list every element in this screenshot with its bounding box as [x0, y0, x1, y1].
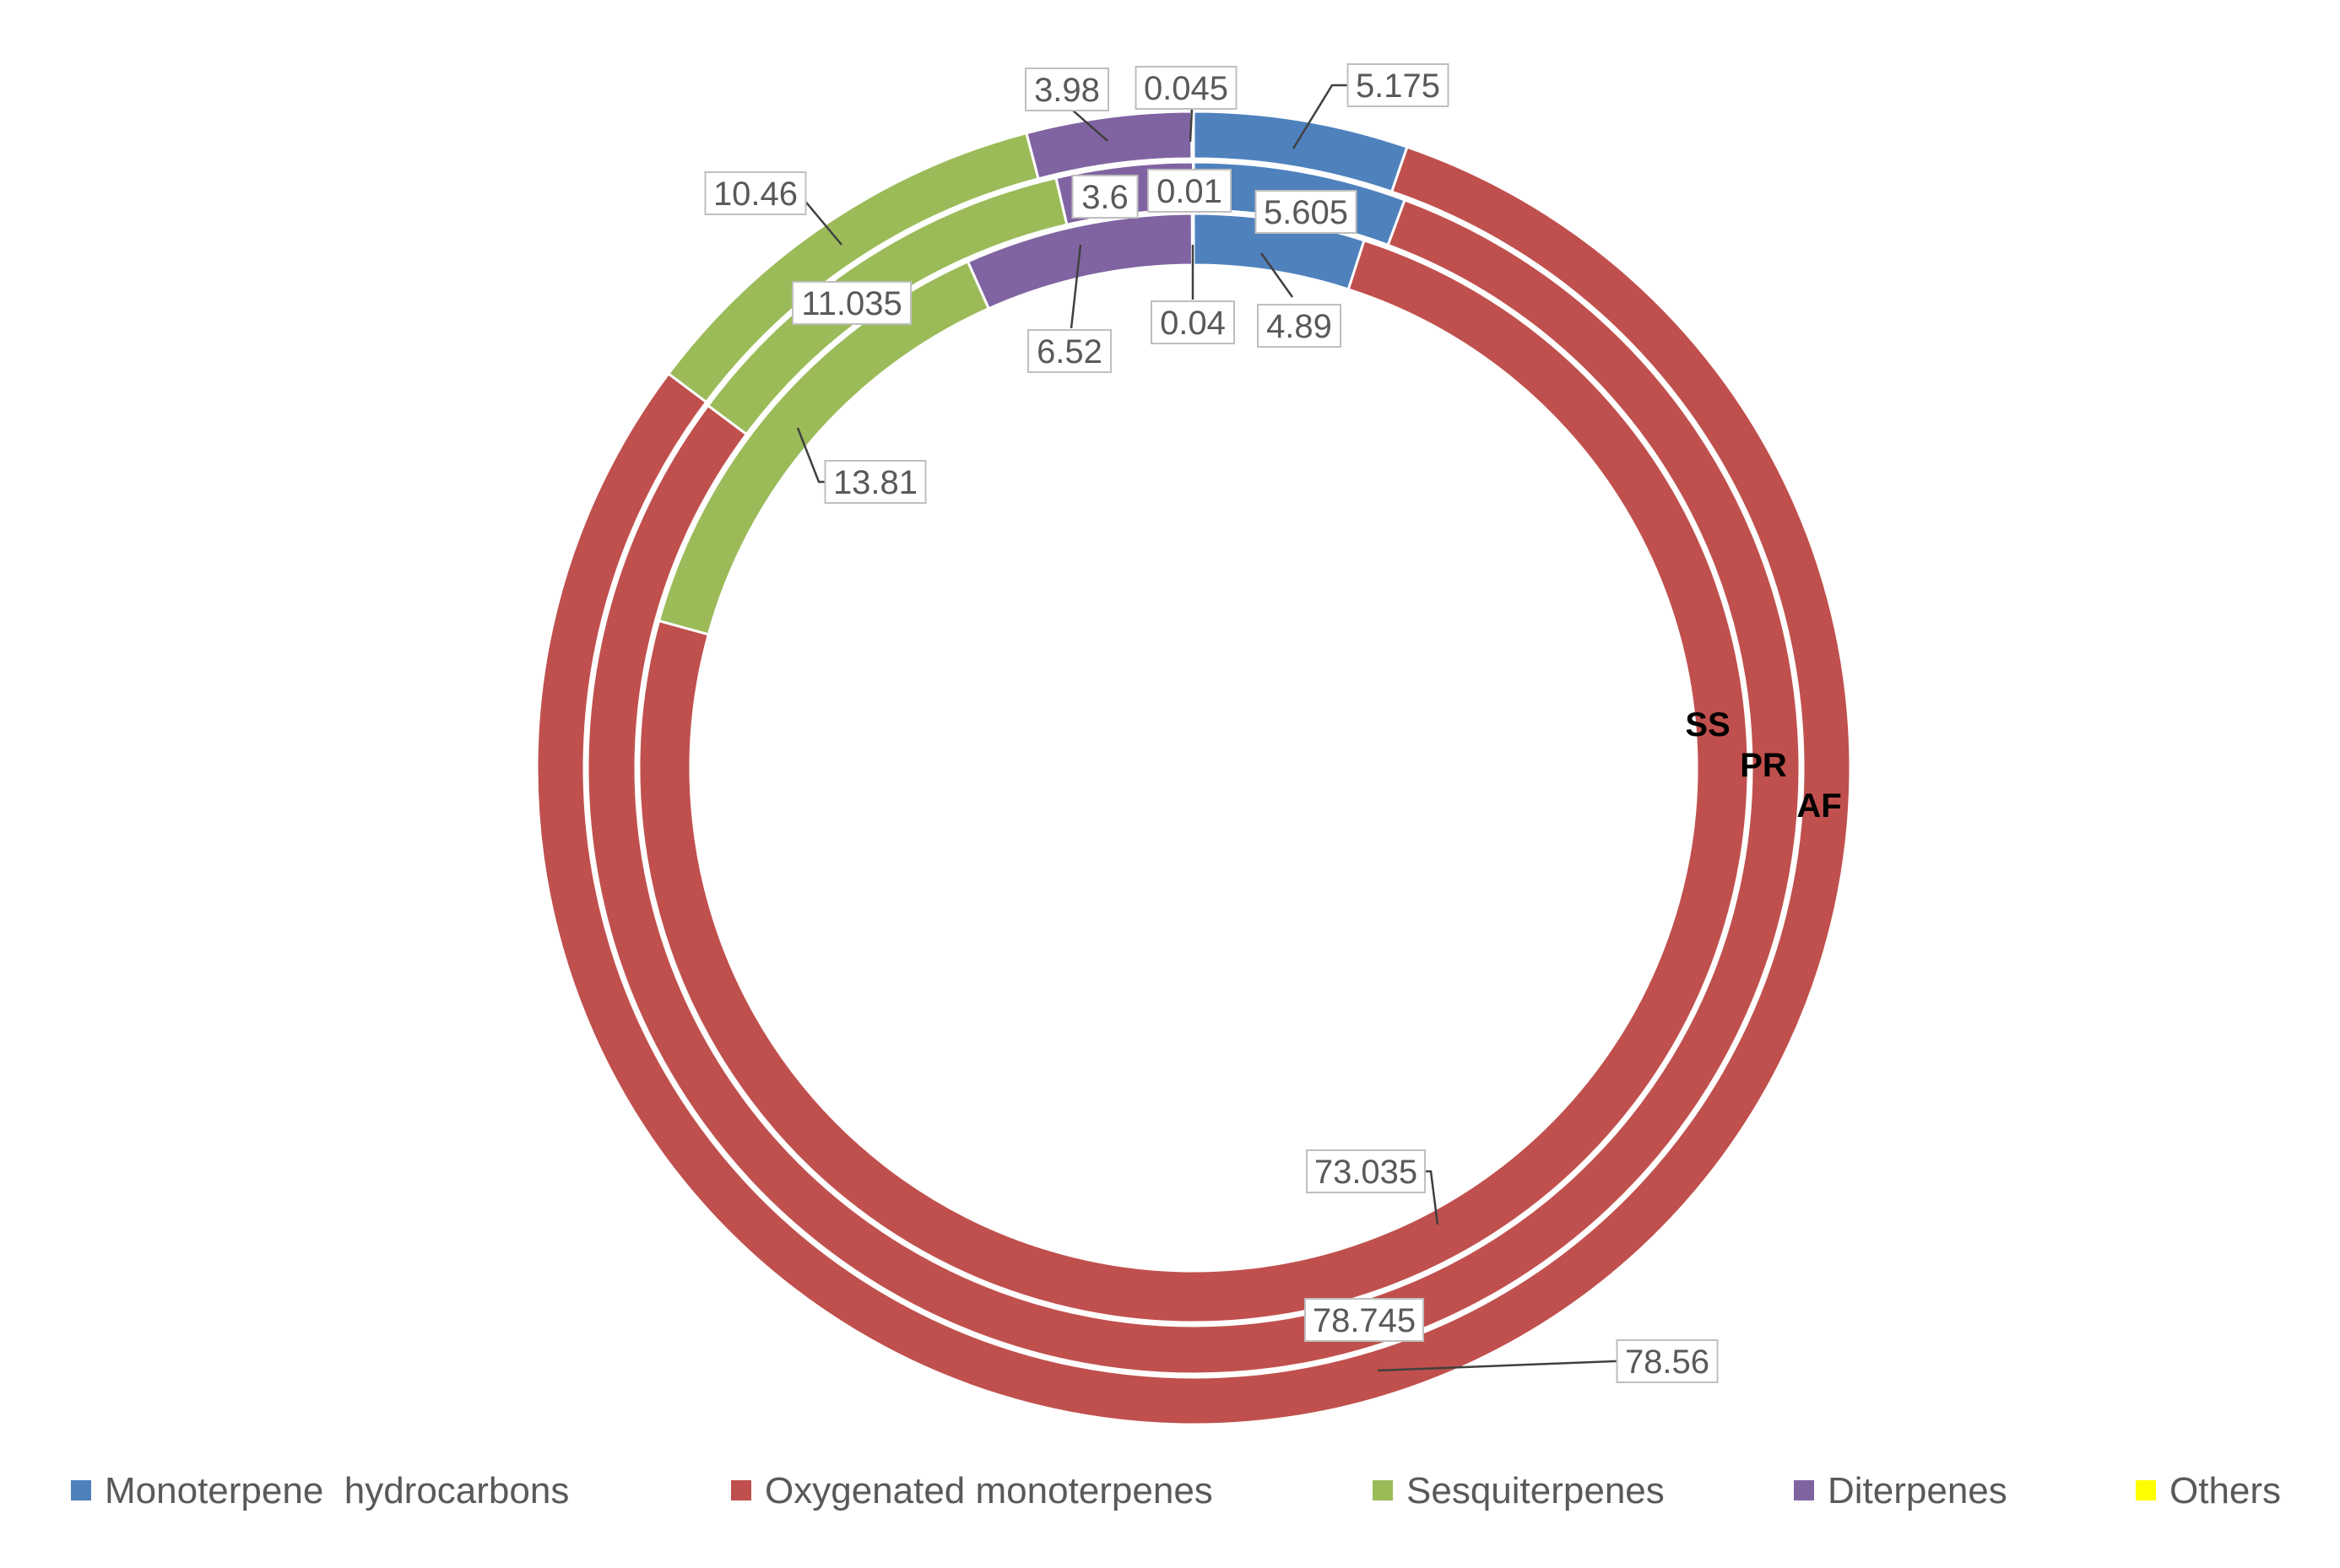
data-label-ss-sesquiterpenes: 13.81 — [824, 460, 927, 504]
data-label-af-monoterpene-hydrocarbons: 5.175 — [1346, 63, 1449, 107]
data-label-af-others: 0.045 — [1135, 66, 1238, 110]
data-label-ss-oxygenated-monoterpenes: 73.035 — [1306, 1149, 1426, 1193]
data-label-pr-oxygenated-monoterpenes: 78.745 — [1304, 1298, 1424, 1342]
svg-text:4.89: 4.89 — [1266, 308, 1332, 345]
svg-text:3.6: 3.6 — [1081, 179, 1129, 216]
svg-text:0.01: 0.01 — [1156, 173, 1222, 210]
data-label-ss-diterpenes: 6.52 — [1027, 329, 1112, 373]
data-label-pr-others: 0.01 — [1147, 169, 1232, 213]
legend-label-others: Others — [2169, 1470, 2281, 1511]
legend-item-oxygenated-monoterpenes: Oxygenated monoterpenes — [731, 1470, 1213, 1511]
legend-swatch-others — [2136, 1480, 2156, 1500]
legend-item-sesquiterpenes: Sesquiterpenes — [1373, 1470, 1665, 1511]
svg-text:3.98: 3.98 — [1034, 72, 1100, 109]
leader-line-ss-monoterpene-hydrocarbons — [1259, 252, 1294, 298]
svg-text:0.04: 0.04 — [1160, 305, 1226, 342]
slice-ss-oxygenated-monoterpenes — [637, 238, 1750, 1324]
legend-item-diterpenes: Diterpenes — [1794, 1470, 2007, 1511]
svg-text:78.745: 78.745 — [1313, 1302, 1416, 1339]
data-labels: 5.175 78.56 10.46 3.98 0.045 5.605 78.745 11.03… — [704, 63, 1719, 1383]
data-label-af-oxygenated-monoterpenes: 78.56 — [1616, 1339, 1719, 1383]
data-label-ss-others: 0.04 — [1151, 300, 1235, 344]
legend-label-oxygenated-monoterpenes: Oxygenated monoterpenes — [765, 1470, 1213, 1511]
legend: Monoterpene hydrocarbons Oxygenated monot… — [71, 1470, 2281, 1511]
legend-swatch-monoterpene-hydrocarbons — [71, 1480, 91, 1500]
data-label-ss-monoterpene-hydrocarbons: 4.89 — [1257, 304, 1341, 348]
svg-text:78.56: 78.56 — [1625, 1344, 1709, 1381]
svg-text:6.52: 6.52 — [1037, 333, 1102, 370]
svg-text:5.605: 5.605 — [1264, 194, 1348, 231]
data-label-pr-sesquiterpenes: 11.035 — [792, 281, 912, 325]
legend-swatch-diterpenes — [1794, 1480, 1814, 1500]
svg-text:13.81: 13.81 — [833, 464, 918, 501]
svg-text:5.175: 5.175 — [1356, 68, 1440, 105]
ring-label-af: AF — [1796, 787, 1841, 825]
svg-text:11.035: 11.035 — [801, 285, 902, 322]
svg-text:10.46: 10.46 — [713, 176, 798, 213]
slice-pr-oxygenated-monoterpenes — [586, 198, 1801, 1376]
legend-item-others: Others — [2136, 1470, 2281, 1511]
svg-text:0.045: 0.045 — [1144, 70, 1228, 107]
legend-label-sesquiterpenes: Sesquiterpenes — [1406, 1470, 1665, 1511]
data-label-af-sesquiterpenes: 10.46 — [704, 171, 807, 215]
ring-label-ss: SS — [1685, 706, 1730, 743]
data-label-af-diterpenes: 3.98 — [1025, 68, 1109, 111]
svg-text:73.035: 73.035 — [1314, 1154, 1417, 1191]
data-label-pr-diterpenes: 3.6 — [1071, 175, 1139, 219]
legend-swatch-oxygenated-monoterpenes — [731, 1480, 751, 1500]
slice-af-oxygenated-monoterpenes — [535, 145, 1852, 1426]
leader-line-ss-diterpenes — [1070, 244, 1082, 329]
legend-swatch-sesquiterpenes — [1373, 1480, 1393, 1500]
data-label-pr-monoterpene-hydrocarbons: 5.605 — [1254, 190, 1357, 234]
leader-line-af-diterpenes — [1071, 109, 1108, 142]
leader-line-af-others — [1189, 107, 1194, 143]
ring-label-pr: PR — [1740, 747, 1787, 784]
legend-label-monoterpene-hydrocarbons: Monoterpene hydrocarbons — [105, 1470, 569, 1511]
legend-item-monoterpene-hydrocarbons: Monoterpene hydrocarbons — [71, 1470, 569, 1511]
legend-label-diterpenes: Diterpenes — [1828, 1470, 2007, 1511]
